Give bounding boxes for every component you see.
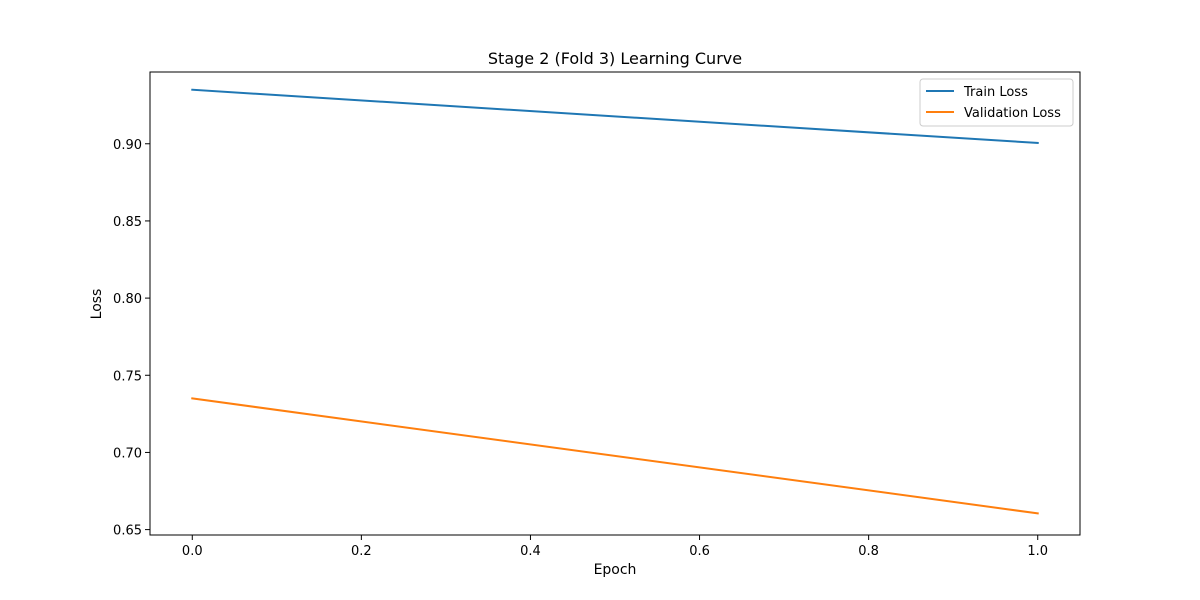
- y-tick-label: 0.75: [113, 369, 142, 384]
- y-tick-label: 0.70: [113, 446, 142, 461]
- x-tick-label: 0.8: [858, 544, 879, 559]
- y-axis-label: Loss: [89, 289, 105, 320]
- legend-box: [919, 78, 1074, 127]
- y-tick-label: 0.80: [113, 292, 142, 307]
- x-axis-label: Epoch: [594, 562, 637, 578]
- x-tick-label: 0.0: [182, 544, 203, 559]
- y-tick-label: 0.85: [113, 215, 142, 230]
- chart-title: Stage 2 (Fold 3) Learning Curve: [488, 49, 742, 68]
- x-tick-label: 1.0: [1027, 544, 1048, 559]
- x-tick-label: 0.2: [351, 544, 372, 559]
- plot-area: [191, 88, 1039, 515]
- series-line-train-loss: [191, 88, 1039, 145]
- x-tick-label: 0.6: [689, 544, 710, 559]
- x-axis: 0.0 0.2 0.4 0.6 0.8 1.0: [182, 535, 1048, 559]
- axes-frame: [149, 71, 1081, 536]
- y-tick-label: 0.90: [113, 138, 142, 153]
- series-line-validation-loss: [191, 397, 1039, 515]
- legend-label-train-loss: Train Loss: [963, 85, 1028, 100]
- y-axis: 0.65 0.70 0.75 0.80 0.85 0.90: [113, 138, 150, 539]
- legend: Train Loss Validation Loss: [919, 78, 1074, 127]
- y-tick-label: 0.65: [113, 524, 142, 539]
- x-tick-label: 0.4: [520, 544, 541, 559]
- legend-label-validation-loss: Validation Loss: [964, 106, 1061, 121]
